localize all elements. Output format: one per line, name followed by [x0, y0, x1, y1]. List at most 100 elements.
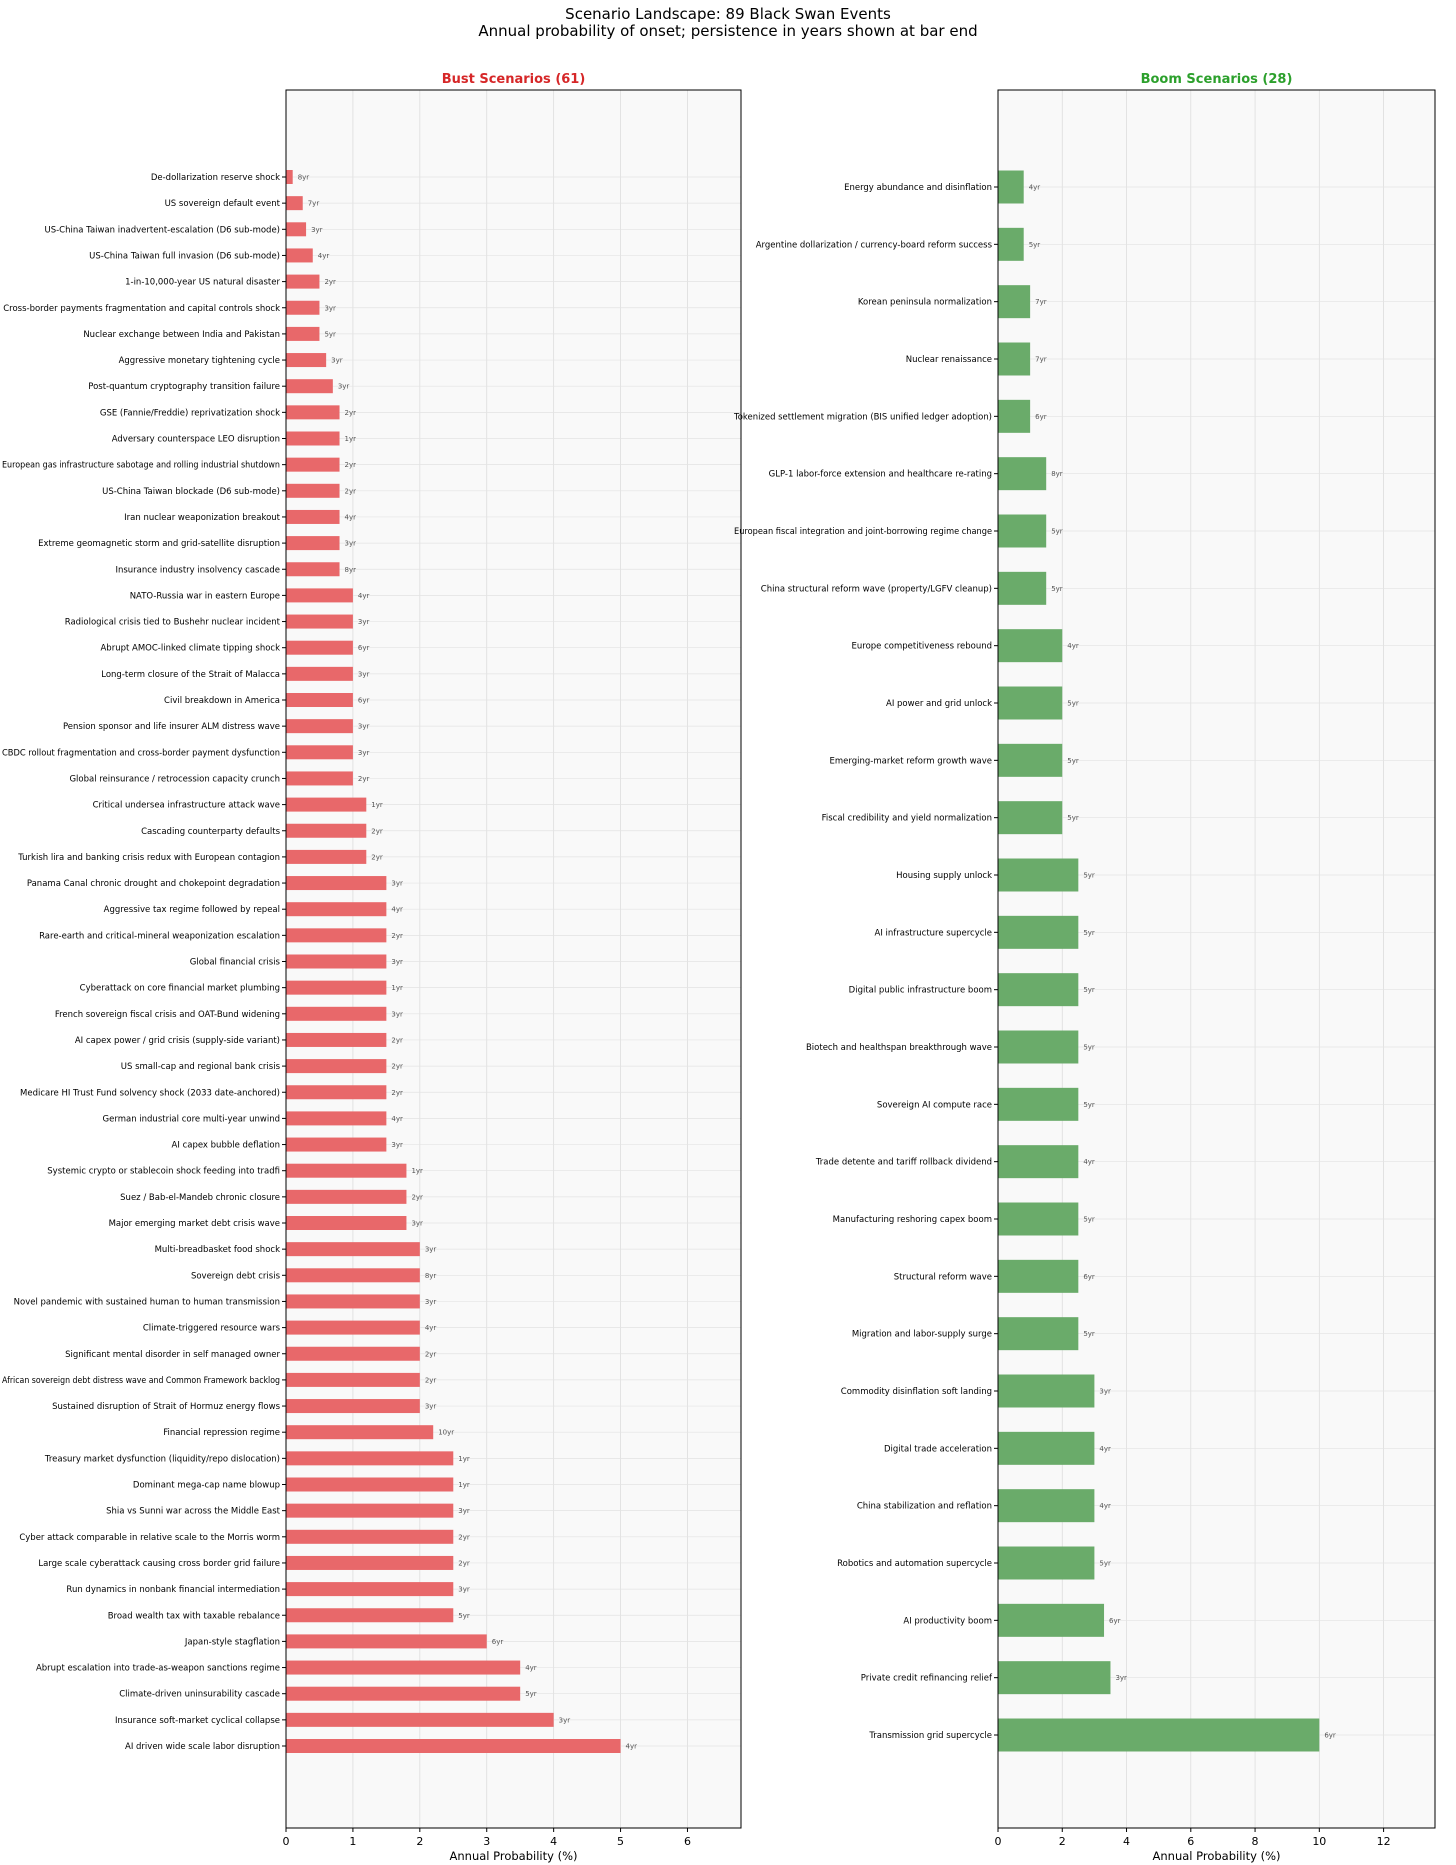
boom-bar [998, 973, 1079, 1007]
bust-persistence-label: 6yr [492, 1638, 504, 1646]
figure-title: Scenario Landscape: 89 Black Swan Events [565, 5, 891, 23]
boom-category-label: Transmission grid supercycle [868, 1731, 992, 1741]
bust-persistence-label: 3yr [358, 749, 370, 757]
boom-persistence-label: 5yr [1099, 1560, 1111, 1568]
boom-plot-area [998, 90, 1435, 1828]
boom-category-label: AI productivity boom [903, 1616, 992, 1626]
bust-persistence-label: 4yr [318, 252, 330, 260]
boom-category-label: AI power and grid unlock [886, 699, 992, 709]
bust-bar [286, 1294, 420, 1309]
boom-category-label: Robotics and automation supercycle [837, 1559, 992, 1569]
bust-category-label: European gas infrastructure sabotage and… [2, 461, 280, 471]
boom-persistence-label: 7yr [1035, 356, 1047, 364]
boom-category-label: Tokenized settlement migration (BIS unif… [733, 412, 992, 422]
boom-persistence-label: 5yr [1083, 872, 1095, 880]
boom-category-label: Trade detente and tariff rollback divide… [815, 1158, 992, 1168]
bust-bar [286, 1163, 407, 1178]
bust-persistence-label: 2yr [345, 409, 357, 417]
bust-bar [286, 353, 327, 368]
bust-category-label: Aggressive tax regime followed by repeal [104, 905, 280, 915]
bust-persistence-label: 2yr [391, 1063, 403, 1071]
boom-category-label: Energy abundance and disinflation [844, 183, 992, 193]
bust-persistence-label: 1yr [345, 435, 357, 443]
bust-category-label: Abrupt AMOC-linked climate tipping shock [100, 644, 280, 654]
bust-bar [286, 876, 387, 891]
bust-persistence-label: 3yr [311, 226, 323, 234]
boom-x-axis-label: Annual Probability (%) [1153, 1849, 1281, 1863]
boom-bar [998, 399, 1031, 433]
bust-bar [286, 326, 320, 341]
bust-bar [286, 1660, 521, 1675]
bust-category-label: Significant mental disorder in self mana… [65, 1350, 280, 1360]
bust-persistence-label: 4yr [391, 906, 403, 914]
bust-x-tick-label: 3 [483, 1835, 490, 1848]
bust-panel: 8yr 7yr 3yr 4yr 2yr 3yr 5yr 3yr 3yr 2yr 1yr 2yr 2yr 4… [2, 72, 742, 1863]
boom-bar [998, 227, 1024, 261]
boom-persistence-label: 5yr [1083, 1101, 1095, 1109]
bust-bar [286, 483, 340, 498]
bust-persistence-label: 5yr [324, 330, 336, 338]
bust-category-label: Extreme geomagnetic storm and grid-satel… [38, 539, 280, 549]
bust-category-label: Iran nuclear weaponization breakout [124, 513, 280, 523]
boom-bar [998, 1202, 1079, 1236]
boom-persistence-label: 6yr [1083, 1273, 1095, 1281]
boom-persistence-label: 4yr [1067, 642, 1079, 650]
bust-bars: 8yr 7yr 3yr 4yr 2yr 3yr 5yr 3yr 3yr 2yr 1yr 2yr 2yr 4… [286, 170, 637, 1753]
bust-persistence-label: 1yr [458, 1481, 470, 1489]
boom-category-label: Digital public infrastructure boom [849, 986, 992, 996]
boom-bars: 4yr 5yr 7yr 7yr 6yr 8yr 5yr 5yr 4yr 5yr 5yr 5yr 5yr 5… [998, 170, 1336, 1752]
boom-persistence-label: 8yr [1051, 470, 1063, 478]
bust-category-label: US-China Taiwan blockade (D6 sub-mode) [102, 487, 280, 497]
bust-persistence-label: 2yr [458, 1559, 470, 1567]
bust-persistence-label: 3yr [411, 1220, 423, 1228]
bust-bar [286, 745, 353, 760]
bust-bar [286, 274, 320, 289]
boom-category-label: China stabilization and reflation [857, 1502, 992, 1512]
bust-category-label: Global financial crisis [190, 958, 281, 968]
boom-x-tick-label: 12 [1377, 1835, 1391, 1848]
bust-bar [286, 614, 353, 629]
bust-category-label: US-China Taiwan full invasion (D6 sub-mo… [89, 251, 280, 261]
bust-bar [286, 457, 340, 472]
boom-bar [998, 1661, 1111, 1695]
boom-category-label: Biotech and healthspan breakthrough wave [806, 1043, 992, 1053]
bust-bar [286, 300, 320, 315]
boom-bar [998, 1087, 1079, 1121]
bust-bar [286, 1529, 454, 1544]
bust-category-label: Cyber attack comparable in relative scal… [19, 1533, 280, 1543]
boom-bar [998, 1145, 1079, 1179]
bust-persistence-label: 2yr [411, 1193, 423, 1201]
bust-bar [286, 1216, 407, 1230]
bust-category-label: Nuclear exchange between India and Pakis… [83, 330, 280, 340]
bust-bar [286, 1712, 554, 1727]
boom-frame [997, 89, 1436, 1829]
boom-persistence-label: 5yr [1083, 1216, 1095, 1224]
bust-category-label: Novel pandemic with sustained human to h… [14, 1297, 280, 1307]
bust-category-label: Civil breakdown in America [164, 696, 280, 706]
bust-persistence-label: 3yr [338, 383, 350, 391]
bust-category-label: CBDC rollout fragmentation and cross-bor… [2, 748, 280, 758]
bust-persistence-label: 2yr [391, 1089, 403, 1097]
bust-bar [286, 823, 367, 838]
bust-category-label: US small-cap and regional bank crisis [121, 1062, 281, 1072]
bust-category-label: Climate-driven uninsurability cascade [119, 1690, 280, 1700]
bust-persistence-label: 10yr [438, 1429, 454, 1437]
boom-bar [998, 1718, 1320, 1752]
bust-persistence-label: 2yr [371, 853, 383, 861]
bust-category-label: AI driven wide scale labor disruption [125, 1742, 280, 1752]
bust-persistence-label: 8yr [298, 174, 310, 182]
boom-bar [998, 1030, 1079, 1064]
bust-category-label: Cyberattack on core financial market plu… [80, 984, 280, 994]
bust-persistence-label: 4yr [525, 1664, 537, 1672]
bust-bar [286, 1242, 420, 1257]
bust-category-label: Sovereign debt crisis [191, 1271, 281, 1281]
bust-bar [286, 1608, 454, 1623]
bust-x-axis-label: Annual Probability (%) [450, 1849, 578, 1863]
boom-category-label: Europe competitiveness rebound [852, 642, 993, 652]
bust-persistence-label: 3yr [425, 1246, 437, 1254]
boom-persistence-label: 5yr [1083, 929, 1095, 937]
bust-persistence-label: 1yr [458, 1455, 470, 1463]
bust-category-label: Suez / Bab-el-Mandeb chronic closure [120, 1193, 280, 1203]
bust-category-label: Pension sponsor and life insurer ALM dis… [63, 722, 280, 732]
bust-category-label: De-dollarization reserve shock [151, 173, 280, 183]
